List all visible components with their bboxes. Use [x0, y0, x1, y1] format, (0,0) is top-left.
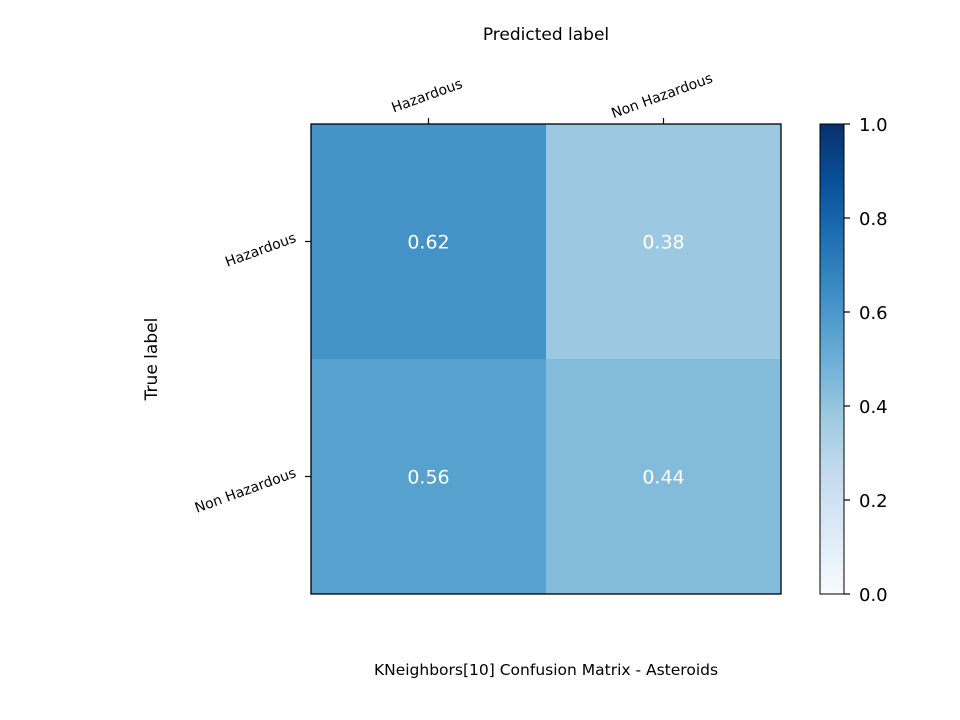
cell-value-label: 0.56 — [407, 467, 449, 489]
y-axis-label: True label — [142, 318, 162, 402]
y-tick-label: Hazardous — [223, 230, 298, 270]
y-tick-label: Non Hazardous — [193, 465, 299, 516]
cell-value-label: 0.44 — [642, 467, 684, 489]
x-axis-label: Predicted label — [483, 25, 609, 45]
colorbar — [819, 123, 845, 595]
heatmap-cell — [546, 359, 781, 594]
plot-frame — [310, 123, 782, 595]
colorbar-tick-label: 1.0 — [859, 115, 888, 136]
heatmap-cell — [311, 359, 546, 594]
x-tick-label: Hazardous — [390, 76, 465, 116]
x-tick-label: Non Hazardous — [609, 71, 715, 122]
colorbar-tick-label: 0.2 — [859, 491, 888, 512]
y-axis-ticks: Hazardous Non Hazardous — [193, 230, 311, 517]
cell-value-label: 0.38 — [642, 232, 684, 254]
colorbar-tick-label: 0.4 — [859, 397, 888, 418]
colorbar-ticks: 0.0 0.2 0.4 0.6 0.8 1.0 — [844, 115, 888, 606]
heatmap-cell-labels: 0.62 0.38 0.56 0.44 — [407, 232, 684, 489]
chart-title: KNeighbors[10] Confusion Matrix - Astero… — [374, 661, 718, 679]
heatmap-cell — [546, 124, 781, 359]
colorbar-tick-label: 0.8 — [859, 209, 888, 230]
heatmap-cell — [311, 124, 546, 359]
heatmap-cells — [311, 124, 781, 594]
cell-value-label: 0.62 — [407, 232, 449, 254]
colorbar-tick-label: 0.0 — [859, 585, 888, 606]
colorbar-tick-label: 0.6 — [859, 303, 888, 324]
x-axis-ticks: Hazardous Non Hazardous — [390, 71, 715, 124]
